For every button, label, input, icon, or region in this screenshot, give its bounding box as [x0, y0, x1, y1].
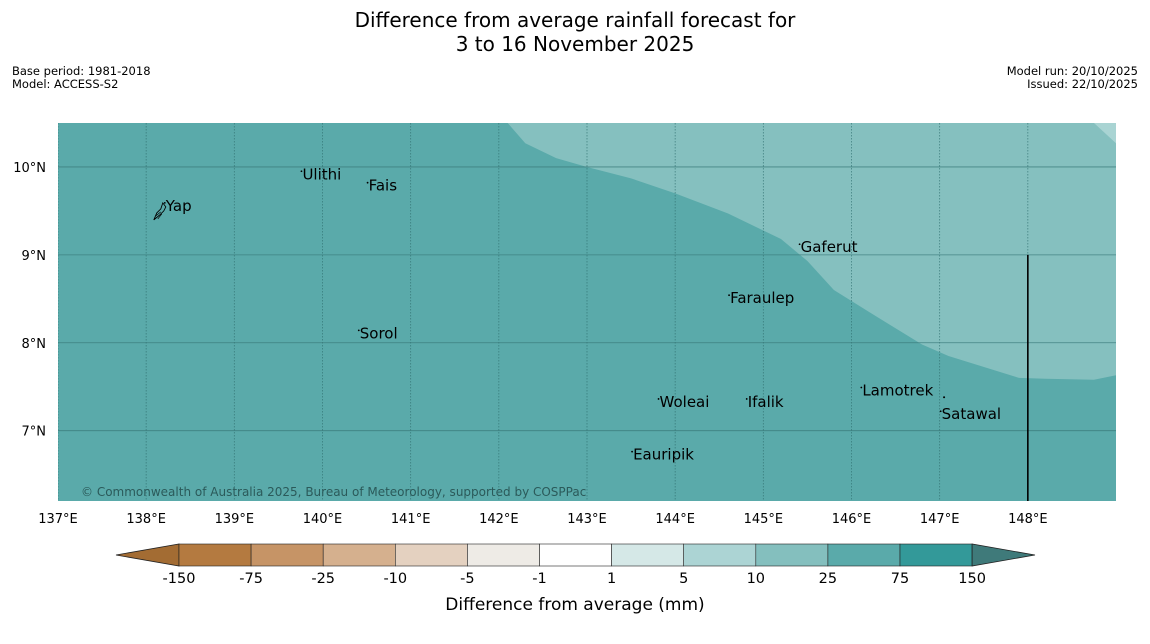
- place-marker: [798, 243, 801, 246]
- model-run-text: Model run: 20/10/2025: [1006, 64, 1138, 78]
- place-label: Satawal: [942, 405, 1001, 423]
- place-marker: [939, 410, 942, 413]
- colorbar-segment: [322, 543, 396, 567]
- lon-tick-label: 142°E: [479, 512, 519, 527]
- colorbar-tick-label: 5: [679, 571, 688, 587]
- colorbar-segment: [899, 543, 973, 567]
- colorbar-tick-label: -75: [239, 571, 263, 587]
- colorbar-legend: -150 -75 -25 -10 -5 -1 1 5 10 25 75 150 Difference f…: [115, 543, 1036, 615]
- yap-island-detail: [155, 211, 163, 220]
- place-label: Gaferut: [801, 238, 858, 256]
- colorbar-segment: [394, 543, 468, 567]
- lon-tick-label: 147°E: [920, 512, 960, 527]
- lon-tick-label: 145°E: [744, 512, 784, 527]
- base-period-text: Base period: 1981-2018: [12, 64, 151, 78]
- lat-tick-label: 9°N: [22, 249, 47, 264]
- lon-tick-label: 138°E: [126, 512, 166, 527]
- place-label: Faraulep: [730, 289, 794, 307]
- lat-tick-label: 7°N: [22, 425, 47, 440]
- islet-marker: [943, 396, 946, 399]
- place-marker: [300, 170, 303, 173]
- colorbar-segment: [250, 543, 324, 567]
- map-fill-group: Ulithi Fais Yap Gaferut Faraulep Sorol Lamotre…: [58, 123, 1116, 501]
- map-panel: Ulithi Fais Yap Gaferut Faraulep Sorol Lamotre…: [13, 123, 1116, 527]
- place-label: Fais: [369, 177, 398, 195]
- colorbar-arrow-high: [971, 543, 1036, 567]
- place-label: Ifalik: [748, 393, 784, 411]
- colorbar-tick-label: -25: [311, 571, 335, 587]
- forecast-title: Difference from average rainfall forecas…: [0, 8, 1150, 56]
- place-marker: [728, 294, 730, 297]
- place-label: Sorol: [360, 324, 398, 342]
- lon-tick-label: 137°E: [38, 512, 78, 527]
- colorbar-title: Difference from average (mm): [445, 595, 704, 615]
- issued-text: Issued: 22/10/2025: [1027, 77, 1138, 91]
- place-marker: [631, 450, 633, 453]
- colorbar-segment: [539, 543, 612, 567]
- colorbar-tick-label: 25: [819, 571, 837, 587]
- colorbar-tick-label: -10: [383, 571, 407, 587]
- lon-tick-label: 139°E: [215, 512, 255, 527]
- place-marker: [357, 329, 360, 332]
- place-marker: [657, 398, 660, 400]
- colorbar-segment: [467, 543, 540, 567]
- place-marker: [860, 386, 863, 389]
- place-marker: [163, 202, 166, 204]
- place-marker: [745, 398, 748, 400]
- lon-tick-label: 148°E: [1008, 512, 1048, 527]
- place-marker: [366, 181, 369, 184]
- lon-tick-label: 143°E: [567, 512, 607, 527]
- colorbar-segment: [683, 543, 757, 567]
- lon-tick-label: 146°E: [832, 512, 872, 527]
- model-text: Model: ACCESS-S2: [12, 77, 119, 91]
- meta-right: Model run: 20/10/2025 Issued: 22/10/2025: [1007, 65, 1138, 91]
- place-label: Yap: [165, 197, 192, 215]
- colorbar-segment: [178, 543, 252, 567]
- colorbar-tick-label: 150: [958, 571, 986, 587]
- colorbar-tick-label: 75: [891, 571, 909, 587]
- place-label: Eauripik: [633, 446, 694, 464]
- colorbar-tick-label: 10: [747, 571, 765, 587]
- colorbar-segment: [755, 543, 829, 567]
- lat-tick-label: 8°N: [22, 337, 47, 352]
- lat-tick-label: 10°N: [13, 161, 46, 176]
- lon-tick-label: 141°E: [391, 512, 431, 527]
- colorbar-tick-label: 1: [607, 571, 616, 587]
- anomaly-band-5-10: [1093, 123, 1116, 144]
- anomaly-band-10-25: [507, 123, 1116, 380]
- place-label: Woleai: [660, 393, 710, 411]
- title-line-1: Difference from average rainfall forecas…: [354, 8, 796, 32]
- colorbar-arrow-low: [115, 543, 180, 567]
- copyright-text: © Commonwealth of Australia 2025, Bureau…: [81, 485, 586, 499]
- colorbar-tick-label: -1: [532, 571, 546, 587]
- colorbar-tick-label: -150: [163, 571, 196, 587]
- colorbar-tick-label: -5: [460, 571, 474, 587]
- colorbar-segment: [827, 543, 901, 567]
- colorbar-segment: [611, 543, 684, 567]
- lon-tick-label: 140°E: [303, 512, 343, 527]
- meta-left: Base period: 1981-2018 Model: ACCESS-S2: [12, 65, 151, 91]
- title-line-2: 3 to 16 November 2025: [455, 32, 695, 56]
- place-label: Ulithi: [302, 165, 341, 183]
- lon-tick-label: 144°E: [655, 512, 695, 527]
- place-label: Lamotrek: [862, 382, 933, 400]
- yap-island-outline: [153, 201, 167, 221]
